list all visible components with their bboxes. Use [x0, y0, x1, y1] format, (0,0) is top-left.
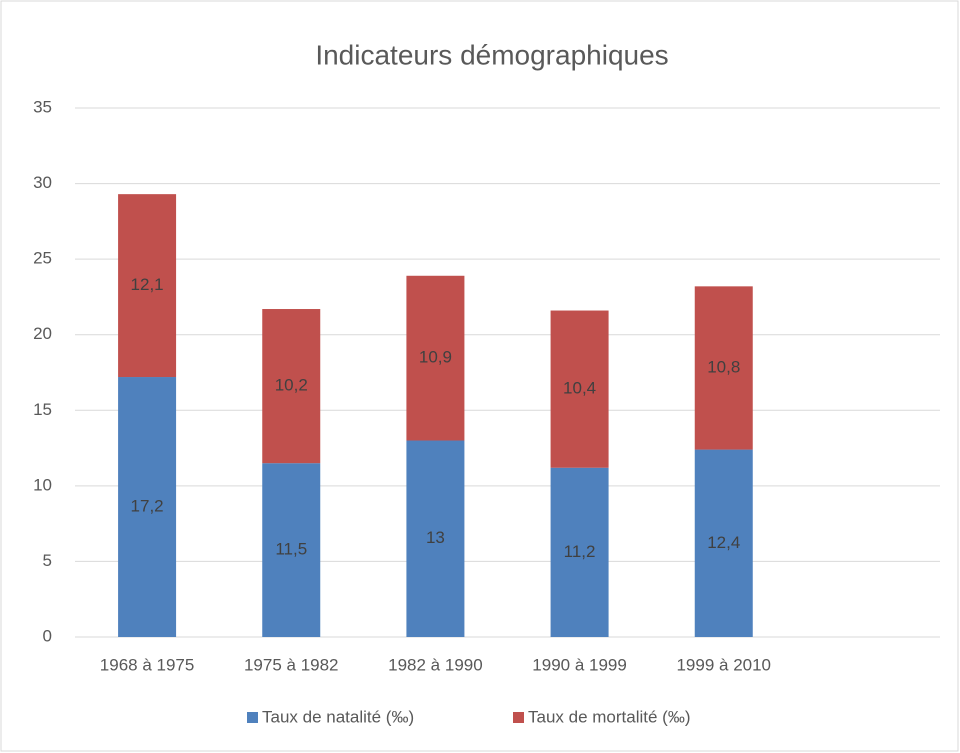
bar-segment: [262, 463, 321, 637]
data-label: 10,9: [419, 348, 452, 367]
legend-label: Taux de natalité (‰): [262, 707, 414, 726]
bar-segment: [550, 310, 609, 468]
legend-swatch: [247, 712, 258, 723]
y-tick-label: 20: [33, 324, 52, 343]
bar-segment: [118, 377, 177, 637]
bar-segment: [118, 194, 177, 378]
data-label: 13: [426, 528, 445, 547]
y-tick-label: 30: [33, 173, 52, 192]
data-label: 11,5: [275, 540, 307, 559]
y-tick-label: 10: [33, 475, 52, 494]
data-label: 10,4: [563, 379, 596, 398]
y-tick-label: 0: [43, 626, 52, 645]
bar-segment: [406, 440, 465, 637]
y-tick-label: 5: [43, 551, 52, 570]
data-label: 12,1: [131, 275, 164, 294]
y-tick-label: 25: [33, 249, 52, 268]
data-label: 10,8: [707, 357, 740, 376]
x-tick-label: 1968 à 1975: [100, 655, 195, 674]
chart-title: Indicateurs démographiques: [315, 39, 668, 70]
bar-segment: [262, 309, 321, 464]
x-tick-label: 1975 à 1982: [244, 655, 339, 674]
x-tick-label: 1982 à 1990: [388, 655, 483, 674]
y-tick-label: 35: [33, 97, 52, 116]
data-label: 17,2: [131, 497, 164, 516]
data-label: 10,2: [275, 376, 308, 395]
bar-segment: [694, 449, 753, 637]
x-tick-label: 1999 à 2010: [676, 655, 771, 674]
bar-segment: [550, 467, 609, 637]
bar-segment: [406, 275, 465, 441]
legend-label: Taux de mortalité (‰): [528, 707, 691, 726]
bar-segment: [694, 286, 753, 450]
y-tick-label: 15: [33, 400, 52, 419]
legend-swatch: [513, 712, 524, 723]
data-label: 12,4: [707, 533, 740, 552]
data-label: 11,2: [564, 542, 596, 561]
x-tick-label: 1990 à 1999: [532, 655, 627, 674]
